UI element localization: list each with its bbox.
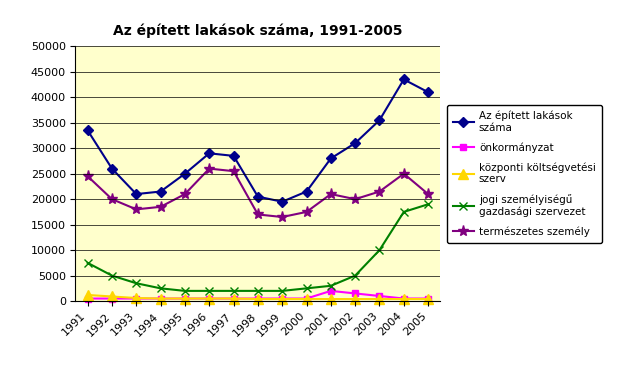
Title: Az épített lakások száma, 1991-2005: Az épített lakások száma, 1991-2005 — [113, 24, 403, 38]
Legend: Az épített lakások
száma, önkormányzat, központi költségvetési
szerv, jogi szemé: Az épített lakások száma, önkormányzat, … — [447, 105, 602, 243]
